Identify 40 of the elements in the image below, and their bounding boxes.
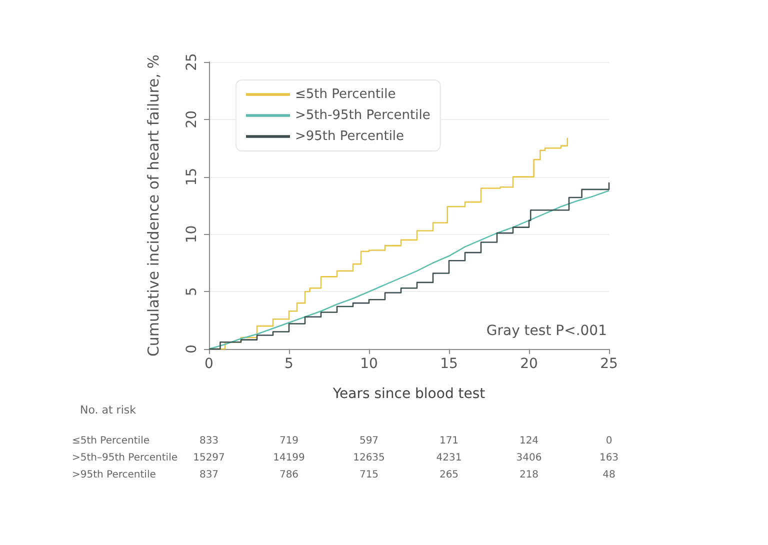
text: >95th Percentile	[72, 470, 156, 480]
text: No. at risk	[80, 404, 137, 416]
y-tick-label: 5	[184, 287, 200, 296]
text: 163	[599, 452, 619, 464]
text: 218	[519, 470, 539, 480]
x-tick-label: 5	[284, 356, 294, 372]
text: 833	[199, 436, 219, 446]
x-tick-label: 10	[360, 356, 378, 372]
text: ≤5th Percentile	[72, 436, 150, 446]
text: 837	[199, 470, 219, 480]
text: 12635	[353, 452, 385, 464]
text: 265	[439, 470, 459, 480]
legend-label: ≤5th Percentile	[295, 87, 396, 102]
text: 0	[606, 436, 612, 446]
text: 719	[279, 436, 299, 446]
x-tick-label: 25	[600, 356, 618, 372]
text: 14199	[273, 452, 305, 464]
legend-label: >5th-95th Percentile	[295, 108, 430, 123]
legend-label: >95th Percentile	[295, 129, 404, 144]
y-tick-label: 25	[184, 53, 200, 71]
text: 15297	[193, 452, 225, 464]
text: 124	[519, 436, 539, 446]
y-tick-label: 15	[184, 168, 200, 186]
y-tick-label: 20	[184, 110, 200, 128]
text: 597	[359, 436, 379, 446]
text: 4231	[436, 452, 462, 464]
text: >5th–95th Percentile	[72, 452, 178, 464]
x-axis-title: Years since blood test	[332, 386, 486, 402]
text: 48	[602, 470, 616, 480]
text: 715	[359, 470, 379, 480]
text: 786	[279, 470, 299, 480]
annotation: Gray test P<.001	[486, 323, 607, 339]
x-tick-label: 15	[440, 356, 458, 372]
text: 171	[439, 436, 459, 446]
x-tick-label: 0	[204, 356, 214, 372]
y-axis-title: Cumulative incidence of heart failure, %	[144, 54, 162, 357]
text: 3406	[516, 452, 542, 464]
y-tick-label: 0	[184, 344, 200, 354]
y-tick-label: 10	[184, 225, 200, 244]
x-tick-label: 20	[520, 356, 538, 372]
